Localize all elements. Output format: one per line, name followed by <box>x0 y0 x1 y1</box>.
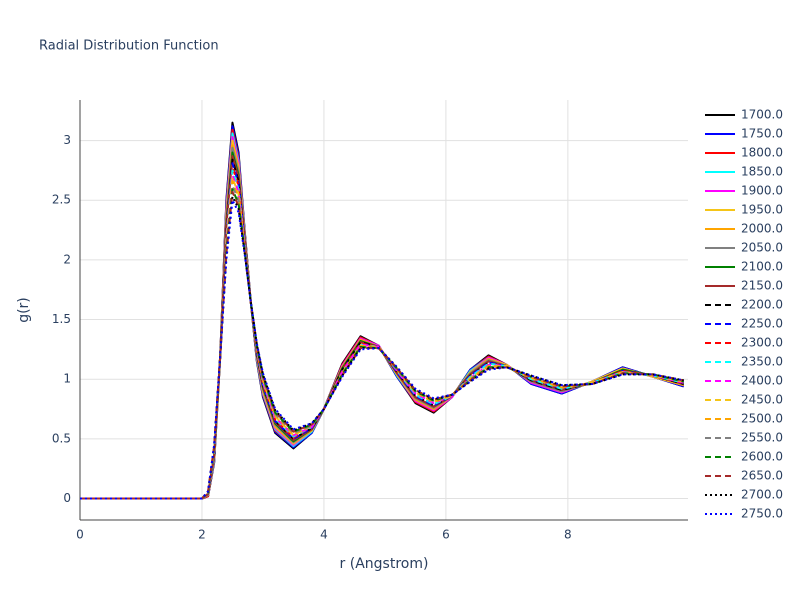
legend-label: 2700.0 <box>741 488 783 502</box>
legend-label: 1950.0 <box>741 203 783 217</box>
y-tick-label: 0 <box>63 491 71 505</box>
legend-label: 2000.0 <box>741 222 783 236</box>
y-axis-label: g(r) <box>16 297 32 323</box>
y-tick-label: 3 <box>63 133 71 147</box>
legend-label: 2200.0 <box>741 298 783 312</box>
x-tick-label: 2 <box>198 528 206 542</box>
legend-label: 2250.0 <box>741 317 783 331</box>
y-tick-label: 1 <box>63 372 71 386</box>
legend-label: 2600.0 <box>741 450 783 464</box>
legend-label: 2100.0 <box>741 260 783 274</box>
x-axis-label: r (Angstrom) <box>340 556 429 572</box>
y-tick-label: 0.5 <box>52 431 71 445</box>
legend-label: 1700.0 <box>741 108 783 122</box>
legend-label: 1850.0 <box>741 165 783 179</box>
y-tick-label: 1.5 <box>52 312 71 326</box>
legend-label: 2300.0 <box>741 336 783 350</box>
legend-label: 2500.0 <box>741 412 783 426</box>
legend-label: 2750.0 <box>741 507 783 521</box>
x-tick-label: 6 <box>442 528 450 542</box>
legend-label: 2050.0 <box>741 241 783 255</box>
legend-label: 1750.0 <box>741 127 783 141</box>
y-tick-label: 2.5 <box>52 193 71 207</box>
x-tick-label: 8 <box>564 528 572 542</box>
legend-label: 1900.0 <box>741 184 783 198</box>
chart-title: Radial Distribution Function <box>39 39 219 54</box>
legend-label: 2150.0 <box>741 279 783 293</box>
legend-label: 2650.0 <box>741 469 783 483</box>
series-line <box>80 199 684 500</box>
x-tick-label: 0 <box>76 528 84 542</box>
legend-label: 1800.0 <box>741 146 783 160</box>
y-tick-label: 2 <box>63 252 71 266</box>
x-tick-label: 4 <box>320 528 328 542</box>
legend-label: 2400.0 <box>741 374 783 388</box>
legend-label: 2350.0 <box>741 355 783 369</box>
legend-label: 2550.0 <box>741 431 783 445</box>
legend-label: 2450.0 <box>741 393 783 407</box>
